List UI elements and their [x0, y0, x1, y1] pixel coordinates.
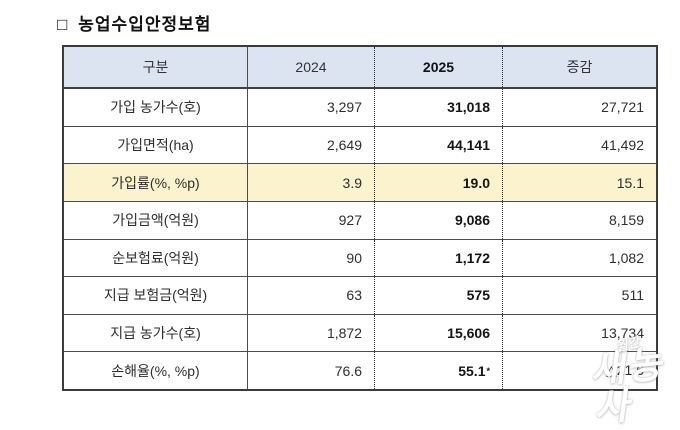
value-2025: 15,606 — [375, 314, 503, 352]
value-delta: △21.6 — [605, 362, 644, 379]
row-label: 가입면적(ha) — [64, 126, 248, 164]
row-label: 지급 농가수(호) — [64, 314, 248, 352]
value-2025: 1,172 — [375, 239, 503, 277]
row-label: 지급 보험금(억원) — [64, 277, 248, 314]
insurance-stats-table: 구분 2024 2025 증감 가입 농가수(호) 3,297 31,018 2… — [62, 45, 658, 391]
value-delta: 27,721 — [601, 99, 644, 116]
value-2025-number: 55.1 — [458, 362, 486, 379]
value-delta: 8,159 — [608, 212, 644, 229]
row-label: 순보험료(억원) — [64, 239, 248, 277]
table-row-paid-benefits: 지급 보험금(억원) 63 575 511 — [64, 276, 656, 314]
value-2025: 19.0 — [375, 164, 503, 201]
header-2024: 2024 — [248, 47, 375, 87]
header-2025: 2025 — [375, 47, 503, 87]
value-delta: 511 — [621, 287, 644, 304]
table-row-enrollment-rate: 가입률(%, %p) 3.9 19.0 15.1 — [64, 163, 656, 201]
value-2024: 3.9 — [248, 164, 375, 201]
value-delta: 1,082 — [608, 249, 644, 266]
square-bullet-icon: □ — [57, 15, 69, 34]
value-2025: 31,018 — [375, 89, 503, 126]
row-label: 가입률(%, %p) — [64, 164, 248, 201]
row-label: 가입 농가수(호) — [64, 89, 248, 126]
value-delta: 41,492 — [601, 136, 644, 153]
value-2025: 55.1 * — [375, 352, 503, 389]
page-title: □ 농업수입안정보험 — [57, 10, 211, 35]
value-2025: 575 — [375, 277, 503, 314]
value-2024: 63 — [248, 277, 375, 314]
value-2024: 90 — [248, 239, 375, 277]
table-row-paid-farms: 지급 농가수(호) 1,872 15,606 13,734 — [64, 313, 656, 352]
value-2024: 2,649 — [248, 126, 375, 164]
header-gubun: 구분 — [64, 47, 248, 87]
table-row-net-premium: 순보험료(억원) 90 1,172 1,082 — [64, 238, 656, 277]
value-2024: 927 — [248, 201, 375, 239]
page-title-text: 농업수입안정보험 — [78, 15, 212, 34]
row-label: 손해율(%, %p) — [64, 352, 248, 389]
row-label: 가입금액(억원) — [64, 201, 248, 239]
value-delta: 15.1 — [616, 174, 644, 191]
value-2025: 44,141 — [375, 126, 503, 164]
table-row-enrolled-amount: 가입금액(억원) 927 9,086 8,159 — [64, 200, 656, 239]
value-delta: 13,734 — [601, 325, 644, 342]
value-2024: 1,872 — [248, 314, 375, 352]
value-2025: 9,086 — [375, 201, 503, 239]
table-row-loss-ratio: 손해율(%, %p) 76.6 55.1 * △21.6 — [64, 351, 656, 389]
header-delta: 증감 — [566, 59, 593, 75]
table-header-row: 구분 2024 2025 증감 — [64, 47, 656, 89]
value-2024: 3,297 — [248, 89, 375, 126]
table-row-enrolled-farms: 가입 농가수(호) 3,297 31,018 27,721 — [64, 89, 656, 126]
value-2024: 76.6 — [248, 352, 375, 389]
table-row-enrolled-area: 가입면적(ha) 2,649 44,141 41,492 — [64, 125, 656, 164]
